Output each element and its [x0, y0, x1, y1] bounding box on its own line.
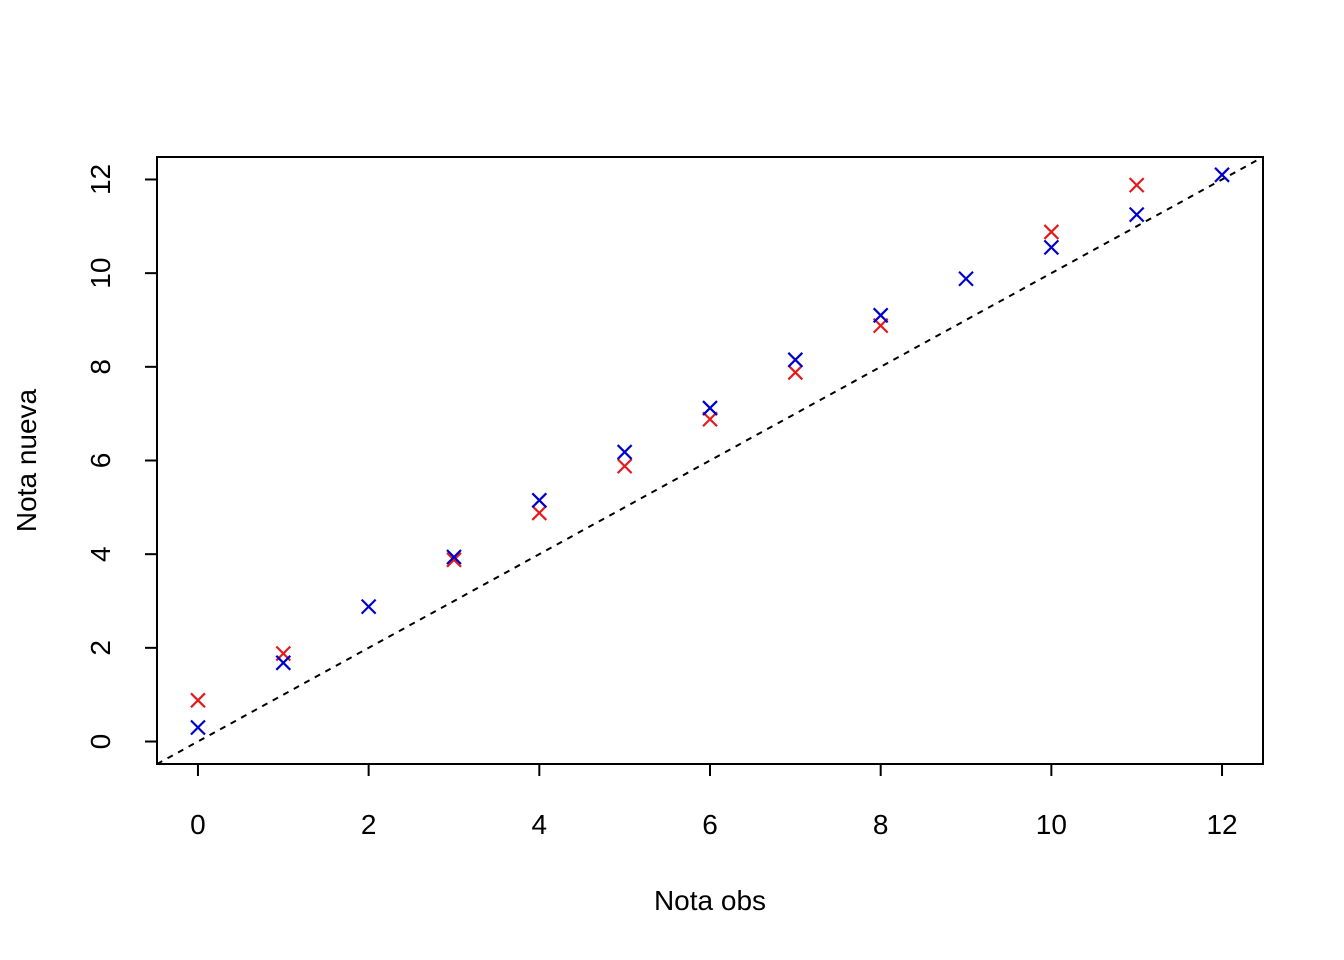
data-point	[787, 352, 804, 368]
x-tick-label: 2	[361, 809, 377, 840]
y-tick-label: 8	[85, 359, 116, 375]
reference-line-layer	[157, 157, 1263, 764]
data-point	[702, 411, 718, 428]
y-tick-label: 2	[85, 640, 116, 656]
data-point	[1043, 239, 1060, 256]
data-point	[702, 400, 718, 416]
x-tick-label: 12	[1206, 809, 1237, 840]
x-tick-label: 6	[702, 809, 718, 840]
y-tick-label: 6	[85, 453, 116, 469]
data-point	[275, 655, 292, 671]
y-axis: 0 2 4 6 8 10 12	[85, 164, 158, 750]
x-tick-label: 10	[1036, 809, 1067, 840]
y-tick-label: 4	[85, 546, 116, 562]
data-point	[190, 719, 206, 736]
data-point	[616, 444, 633, 460]
data-point	[616, 458, 633, 474]
data-point	[531, 505, 548, 521]
y-axis-title: Nota nueva	[11, 388, 42, 532]
data-point	[446, 549, 462, 565]
data-point	[531, 492, 548, 509]
data-point	[1043, 224, 1060, 240]
data-point	[958, 270, 974, 287]
y-tick-label: 0	[85, 734, 116, 750]
y-tick-label: 12	[85, 164, 116, 195]
data-point	[1214, 167, 1230, 183]
data-point	[872, 307, 889, 324]
data-point	[446, 552, 462, 568]
points-layer	[190, 167, 1230, 736]
data-point	[190, 692, 206, 709]
x-axis-title: Nota obs	[654, 885, 766, 916]
x-tick-label: 8	[873, 809, 889, 840]
data-point	[360, 598, 377, 615]
data-point	[1128, 177, 1145, 193]
x-tick-label: 0	[190, 809, 206, 840]
data-point	[787, 364, 804, 381]
data-point	[1128, 206, 1145, 223]
identity-reference-line	[157, 157, 1263, 764]
y-tick-label: 10	[85, 258, 116, 289]
x-tick-label: 4	[532, 809, 548, 840]
x-axis: 0 2 4 6 8 10 12	[190, 763, 1238, 840]
